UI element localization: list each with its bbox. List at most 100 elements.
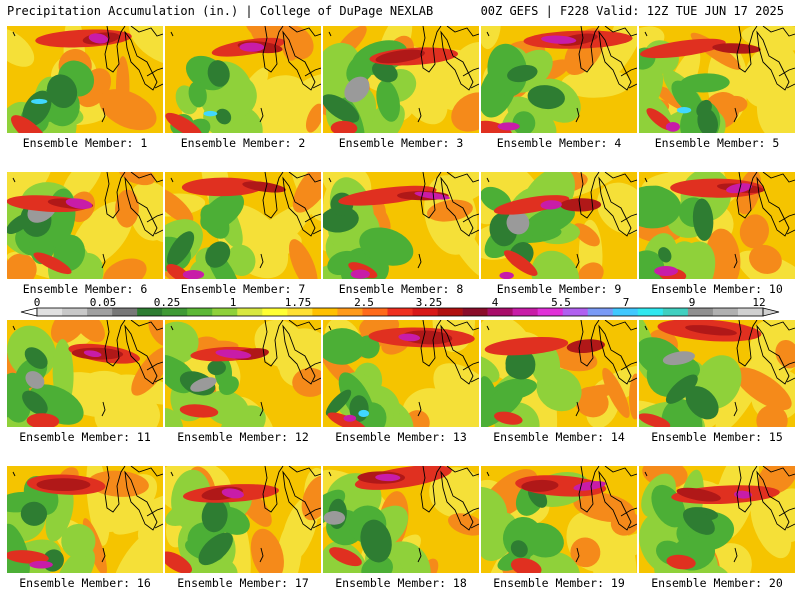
great-lakes-coastline [486,466,637,563]
precip-field-green [7,372,32,423]
ensemble-member-panel [481,466,637,573]
colorbar-tick-label: 1.75 [285,296,312,309]
precip-field-red-south [666,554,696,570]
colorbar-tick-label: 0 [34,296,41,309]
ensemble-member-label: Ensemble Member: 20 [651,576,783,590]
precip-field-red-band [338,185,437,206]
precip-field-orange [451,92,479,132]
precip-field-green [188,81,207,108]
precip-field-dark-green [658,247,672,263]
great-lakes-coastline [328,172,479,269]
ensemble-member-panel [323,320,479,427]
precip-field-magenta [734,490,752,499]
precip-field-magenta [88,33,109,44]
colorbar-segment [737,308,764,316]
precip-field-yellow [61,172,103,206]
colorbar-segment [587,308,614,316]
colorbar-segment [187,308,213,316]
ensemble-member-panel [639,172,795,279]
precip-field-orange [289,239,318,279]
great-lakes-coastline [328,320,479,417]
precip-field-red-south [166,263,190,279]
precip-field-magenta [541,35,577,44]
great-lakes-coastline [644,26,795,123]
precip-field-dark-red [676,487,721,502]
precip-field-green [376,80,400,122]
run-valid-time: 00Z GEFS | F228 Valid: 12Z TUE JUN 17 20… [480,4,784,18]
precip-field-dark-green [527,85,565,110]
precip-field-dark-green [697,108,718,133]
colorbar-segment [512,308,538,316]
precipitation-map [165,466,321,573]
precip-field-yellow [253,75,310,122]
precip-field-magenta [540,200,562,210]
great-lakes-coastline [644,172,795,269]
precip-field-dark-green [205,241,231,268]
colorbar-segment [687,308,714,316]
ensemble-member-panel [7,172,163,279]
colorbar-segment [712,308,739,316]
precipitation-map [639,320,795,427]
colorbar-segment [312,308,338,316]
precip-field-green [639,185,674,226]
precip-field-orange [577,262,604,279]
precip-field-green [680,73,730,93]
colorbar-tick-label: 7 [623,296,630,309]
ensemble-member-panel [481,26,637,133]
ensemble-member-panel [7,466,163,573]
great-lakes-coastline [486,172,637,269]
precip-field-dark-red [685,325,737,336]
ensemble-member-label: Ensemble Member: 13 [335,430,467,444]
precipitation-map [7,26,163,133]
precip-field-green [523,205,575,237]
precipitation-map [323,320,479,427]
precip-field-orange [99,89,157,131]
precip-field-orange [7,253,37,279]
precip-field-gray [662,351,695,366]
colorbar-segment [37,308,63,316]
precipitation-colorbar: 0 0.05 0.25 1 1.75 2.5 3.25 4 5.5 7 9 12 [15,296,785,320]
precip-field-red-south [7,550,49,564]
precip-field-magenta [398,333,421,342]
precip-field-orange [115,189,139,228]
precipitation-map [7,466,163,573]
colorbar-segment [87,308,113,316]
precip-field-green [521,522,564,558]
colorbar-tick-label: 0.25 [154,296,181,309]
precip-field-orange [734,367,792,411]
colorbar-segment [112,308,138,316]
precip-field-yellow [137,512,163,554]
precip-field-red-south [26,413,60,427]
precip-field-magenta [65,198,93,210]
great-lakes-coastline [644,320,795,417]
precip-field-green [671,80,703,115]
precip-field-cyan [676,106,692,114]
precip-field-light-green [165,408,184,427]
precip-field-dark-green [207,360,226,376]
colorbar-segment [337,308,363,316]
precipitation-map [639,172,795,279]
precip-field-magenta [375,473,401,482]
precip-field-magenta-south [497,122,520,131]
colorbar-segment [162,308,188,316]
precip-field-red-south [494,411,523,425]
precip-field-dark-green [505,348,536,380]
precip-field-dark-green [198,532,233,566]
precip-field-orange [305,103,321,133]
great-lakes-coastline [328,26,479,123]
precip-field-yellow [128,26,163,65]
colorbar-frame [36,307,764,317]
colorbar-right-arrow [762,307,780,317]
precip-field-yellow [7,28,35,67]
great-lakes-coastline [486,320,637,417]
precip-field-yellow [705,543,752,573]
precip-field-yellow [579,529,637,569]
precip-field-cyan [203,110,218,117]
precipitation-map [481,172,637,279]
precip-field-red-south [165,112,203,133]
great-lakes-coastline [12,26,163,123]
precip-field-light-green [165,495,218,526]
colorbar-segment [362,308,388,316]
precip-field-red-band [181,177,264,197]
precip-field-orange [575,384,620,400]
